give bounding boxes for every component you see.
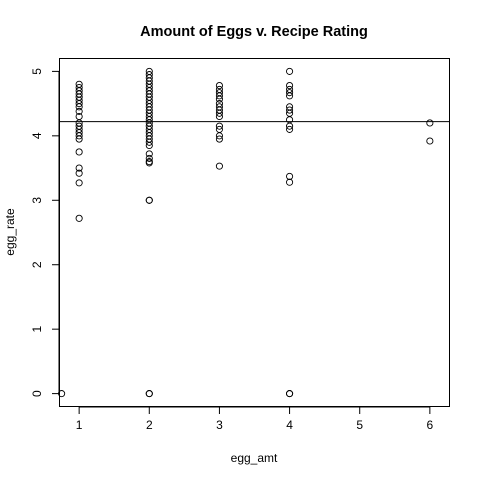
data-point [215,112,223,121]
y-tick-label: 5 [30,68,44,75]
data-point [58,390,66,398]
data-point [215,92,223,100]
data-point [286,106,294,114]
data-point [75,103,83,111]
x-tick-label: 4 [286,418,293,432]
data-point [75,214,83,222]
data-point [145,141,153,150]
data-point [286,172,294,180]
data-point [75,135,83,143]
y-tick-label: 0 [30,390,44,397]
y-tick-label: 3 [30,197,44,204]
x-axis: 1 2 3 4 5 6 [76,406,434,432]
data-point [75,132,83,140]
data-point [145,138,153,146]
data-point [215,82,223,90]
data-point [215,95,223,103]
data-point [75,107,83,115]
x-tick-label: 1 [76,418,83,432]
x-tick-label: 6 [427,418,434,432]
data-point [75,179,83,187]
x-tick-label: 2 [146,418,153,432]
data-point [145,150,153,158]
data-point [286,89,294,97]
data-point [215,122,223,130]
data-point [426,137,434,145]
data-point [426,119,434,127]
y-tick-label: 1 [30,326,44,333]
data-point [215,135,223,143]
plot-area-frame [59,58,450,407]
data-point [286,125,294,133]
data-point [145,196,153,204]
y-tick-label: 2 [30,261,44,268]
x-tick-label: 5 [356,418,363,432]
data-point [286,178,294,186]
y-axis: 0 1 2 3 4 5 [30,68,60,397]
data-point [215,132,223,140]
data-points [58,67,434,398]
data-point [286,122,294,130]
y-tick-label: 4 [30,132,44,139]
data-point [286,92,294,100]
y-axis-label: egg_rate [3,208,17,256]
data-point [286,390,294,398]
data-point [145,159,153,167]
data-point [215,162,223,170]
data-point [215,109,223,117]
data-point [75,169,83,177]
x-axis-label: egg_amt [231,451,278,465]
data-point [145,390,153,398]
x-tick-label: 3 [216,418,223,432]
data-point [145,154,153,162]
data-point [75,164,83,172]
data-point [286,82,294,90]
data-point [75,148,83,156]
data-point [75,100,83,108]
chart-title: Amount of Eggs v. Recipe Rating [140,24,368,40]
data-point [286,67,294,75]
